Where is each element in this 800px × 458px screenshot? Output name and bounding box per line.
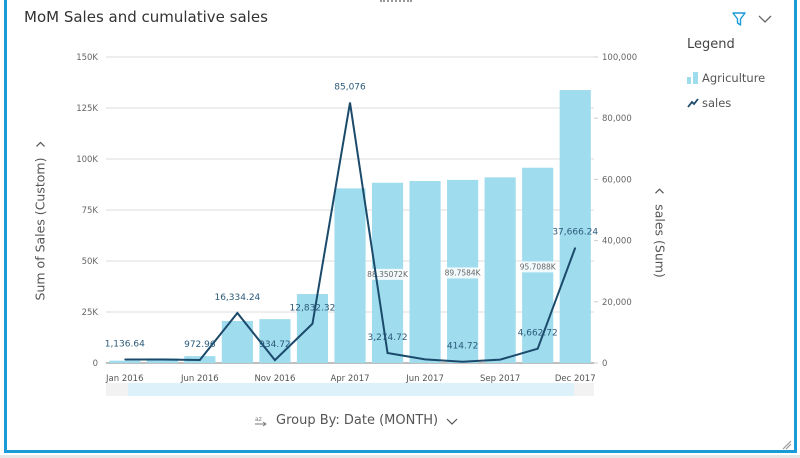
bar-data-label: 95.7088K [520, 262, 557, 271]
line-data-label: 1,136.64 [105, 340, 145, 350]
line-data-label: 414.72 [447, 342, 479, 352]
right-axis-tick-label: 100,000 [602, 53, 637, 63]
right-axis-tick-label: 60,000 [602, 175, 632, 185]
scrollbar-thumb[interactable] [128, 383, 574, 396]
legend-label: Agriculture [702, 71, 766, 85]
left-axis-title[interactable]: Sum of Sales (Custom) [33, 140, 48, 300]
bar-data-label-bg [365, 268, 410, 280]
group-by-selector[interactable]: az Group By: Date (MONTH) [254, 413, 458, 428]
svg-text:az: az [255, 416, 262, 423]
line-data-label: 4,662.72 [518, 329, 558, 339]
line-point [274, 359, 276, 361]
line-point [199, 359, 201, 361]
filter-icon[interactable] [731, 11, 747, 27]
left-axis-tick-label: 75K [82, 206, 99, 216]
x-axis-tick-label: Jan 2016 [105, 374, 143, 384]
x-axis-tick-label: Sep 2017 [480, 374, 520, 384]
line-data-label: 3,274.72 [367, 333, 407, 343]
bar [259, 319, 291, 363]
line-series-icon [687, 98, 699, 108]
bar [334, 188, 366, 363]
line-point [462, 361, 464, 363]
left-axis-tick-label: 125K [76, 104, 98, 114]
right-axis-tick-label: 80,000 [602, 114, 632, 124]
group-by-label: Group By: Date (MONTH) [276, 413, 439, 428]
line-data-label: 972.96 [184, 340, 216, 350]
chevron-right-icon[interactable] [35, 140, 45, 150]
line-point [387, 352, 389, 354]
line-point [574, 247, 576, 249]
bar [409, 181, 441, 363]
line-data-label: 934.72 [259, 340, 291, 350]
x-axis-tick-label: Apr 2017 [330, 374, 369, 384]
bar [296, 294, 329, 363]
legend-label: sales [702, 96, 732, 110]
sort-az-icon: az [255, 416, 267, 426]
left-axis-tick-label: 50K [82, 257, 99, 267]
bar [484, 177, 516, 363]
line-point [311, 323, 313, 325]
line-point [236, 312, 238, 314]
bar [559, 90, 591, 363]
chevron-down-icon[interactable] [446, 416, 458, 426]
resize-grip-icon[interactable] [780, 438, 792, 450]
bar [146, 358, 178, 363]
left-axis-tick-label: 0 [93, 359, 98, 369]
right-axis-title[interactable]: sales (Sum) [653, 186, 668, 278]
x-axis-tick-label: Dec 2017 [555, 374, 596, 384]
legend-item-agriculture[interactable]: Agriculture [687, 71, 765, 85]
chart-title: MoM Sales and cumulative sales [24, 8, 268, 26]
bar-data-label-bg [518, 261, 558, 273]
left-axis-tick-label: 150K [76, 53, 98, 63]
legend-item-sales[interactable]: sales [687, 96, 731, 110]
drag-handle[interactable] [380, 0, 412, 5]
line-data-label: 16,334.24 [214, 293, 260, 303]
chevron-down-icon[interactable] [757, 11, 773, 27]
line-point [124, 359, 126, 361]
bar-data-label: 88.35072K [367, 270, 409, 279]
x-axis-tick-label: Jun 2016 [180, 374, 219, 384]
bar [109, 360, 141, 363]
line-point [537, 348, 539, 350]
right-axis-tick-label: 0 [602, 359, 607, 369]
chevron-right-icon[interactable] [655, 186, 665, 196]
bar [221, 320, 253, 363]
x-axis-tick-label: Nov 2016 [254, 374, 295, 384]
left-axis-tick-label: 25K [82, 308, 99, 318]
combo-chart: 0 25K 50K 75K 100K 125K 150K 0 20,000 40,000 60,0… [76, 53, 637, 396]
right-axis-tick-label: 40,000 [602, 237, 632, 247]
line-point [349, 102, 351, 104]
x-axis-tick-label: Jun 2017 [405, 374, 444, 384]
right-axis-tick-label: 20,000 [602, 298, 632, 308]
line-point [499, 359, 501, 361]
line-data-label: 85,076 [334, 83, 366, 93]
line-data-label: 37,666.24 [552, 228, 598, 238]
card-shadow [0, 455, 800, 458]
line-point [161, 359, 163, 361]
legend-title: Legend [687, 37, 735, 52]
bar-data-label: 89.7584K [445, 268, 482, 277]
left-axis-tick-label: 100K [76, 155, 98, 165]
bar-series-icon [687, 72, 698, 84]
line-point [424, 358, 426, 360]
line-data-label: 12,832.32 [290, 304, 336, 314]
bar-data-label-bg [443, 267, 483, 279]
